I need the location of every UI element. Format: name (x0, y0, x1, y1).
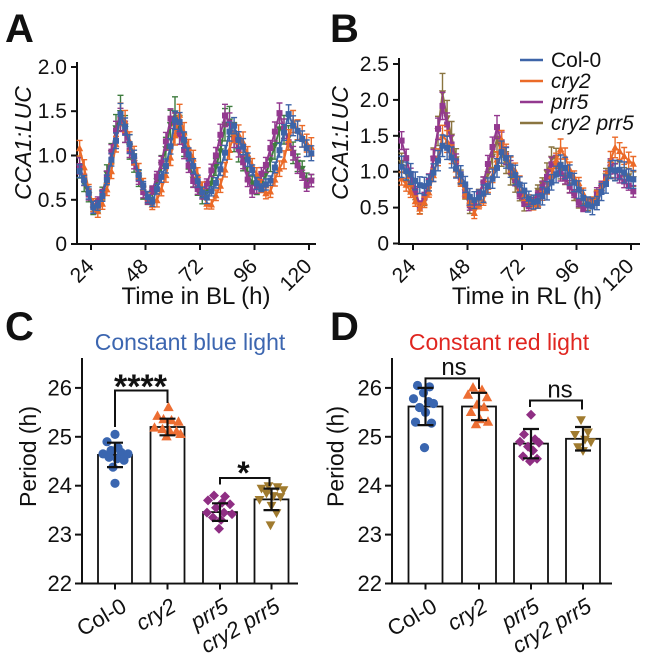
svg-text:0.5: 0.5 (38, 189, 67, 212)
svg-text:B: B (330, 7, 359, 51)
svg-text:23: 23 (358, 522, 382, 547)
svg-text:cry2 prr5: cry2 prr5 (551, 112, 634, 135)
svg-text:ns: ns (441, 354, 466, 381)
svg-text:Constant blue light: Constant blue light (95, 329, 286, 355)
svg-text:1.5: 1.5 (38, 100, 67, 123)
svg-text:0: 0 (55, 233, 67, 256)
svg-text:CCA1:LUC: CCA1:LUC (327, 86, 353, 200)
svg-text:Constant red light: Constant red light (409, 329, 590, 355)
svg-text:A: A (5, 7, 34, 51)
svg-text:D: D (330, 305, 359, 349)
svg-text:2.0: 2.0 (360, 89, 389, 112)
svg-text:Time in BL (h): Time in BL (h) (122, 283, 271, 310)
svg-text:23: 23 (48, 522, 72, 547)
svg-text:26: 26 (358, 375, 382, 400)
svg-text:0: 0 (377, 233, 389, 256)
svg-text:1.0: 1.0 (360, 161, 389, 184)
svg-text:*: * (237, 455, 250, 491)
svg-text:1.0: 1.0 (38, 145, 67, 168)
svg-text:cry2: cry2 (551, 70, 591, 93)
svg-text:Time in RL (h): Time in RL (h) (452, 283, 602, 310)
svg-text:ns: ns (547, 377, 572, 404)
svg-text:22: 22 (358, 571, 382, 596)
svg-text:C: C (5, 305, 34, 349)
svg-text:26: 26 (48, 375, 72, 400)
svg-text:CCA1:LUC: CCA1:LUC (10, 86, 36, 200)
svg-text:2.5: 2.5 (360, 53, 389, 76)
svg-text:Period (h): Period (h) (15, 406, 41, 507)
svg-text:Period (h): Period (h) (323, 406, 349, 507)
svg-text:25: 25 (48, 424, 72, 449)
svg-text:Col-0: Col-0 (551, 49, 601, 72)
svg-text:0.5: 0.5 (360, 197, 389, 220)
svg-text:22: 22 (48, 571, 72, 596)
svg-text:24: 24 (48, 473, 72, 498)
svg-text:prr5: prr5 (550, 91, 589, 114)
svg-text:2.0: 2.0 (38, 56, 67, 79)
svg-text:24: 24 (358, 473, 382, 498)
svg-text:25: 25 (358, 424, 382, 449)
svg-text:****: **** (114, 368, 168, 406)
svg-text:1.5: 1.5 (360, 125, 389, 148)
